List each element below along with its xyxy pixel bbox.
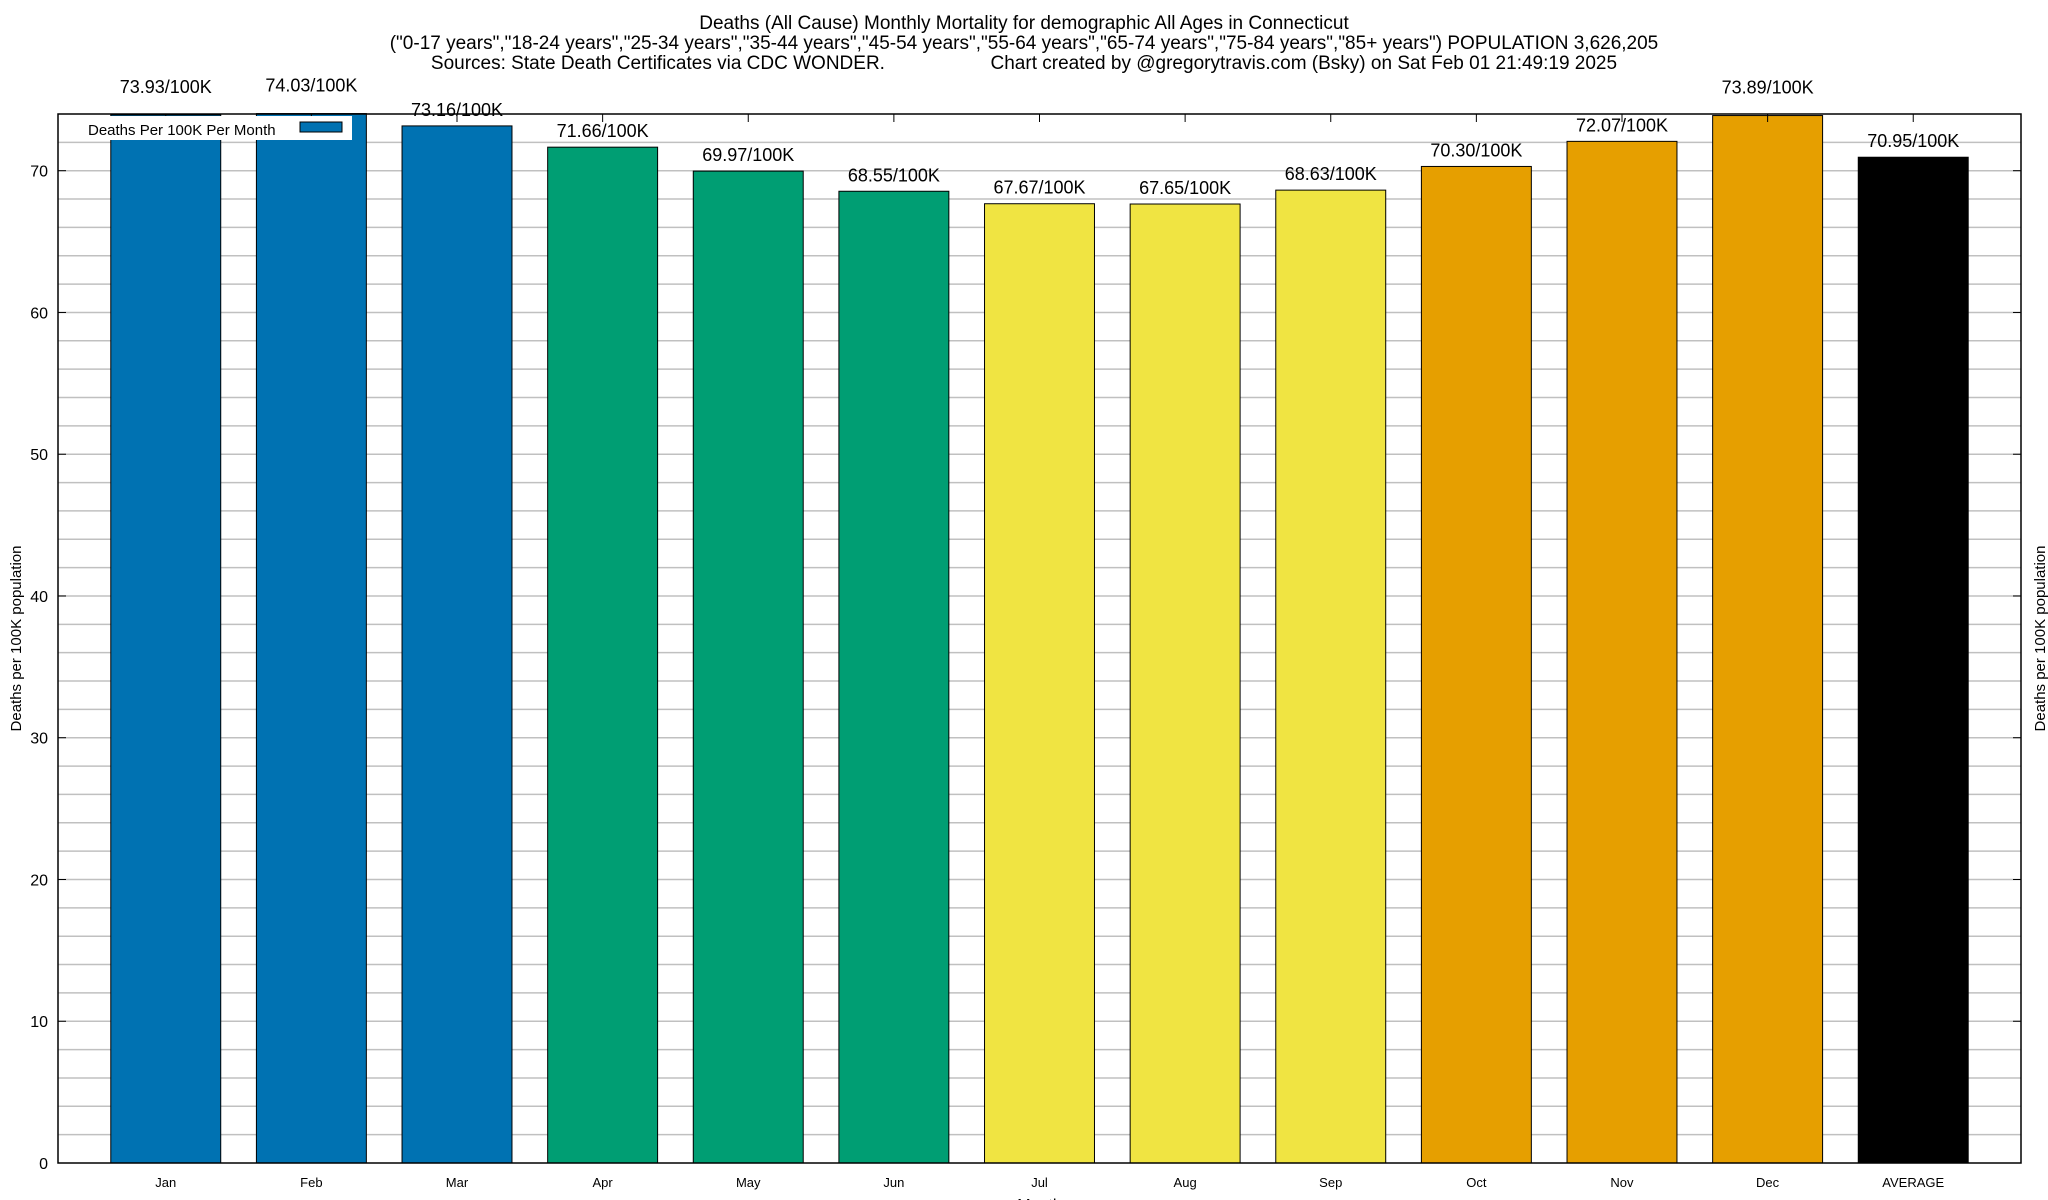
bar-mar [401, 125, 513, 1164]
x-axis-label: Month [1017, 1197, 1061, 1200]
legend-label: Deaths Per 100K Per Month [88, 122, 276, 139]
plot-frame [57, 113, 2022, 1164]
y-tick-label: 60 [30, 305, 48, 322]
x-tick-label: Feb [300, 1175, 322, 1190]
bar-jun [838, 190, 950, 1164]
x-tick-label: May [736, 1175, 761, 1190]
data-label: 73.93/100K [120, 77, 212, 97]
data-label: 67.67/100K [993, 178, 1085, 198]
data-label: 69.97/100K [702, 145, 794, 165]
chart-subtitle: ("0-17 years","18-24 years","25-34 years… [389, 33, 1659, 54]
bar-aug [1129, 203, 1241, 1164]
y-tick-label: 30 [30, 731, 48, 748]
bar-may [692, 170, 804, 1164]
bar-average [1857, 156, 1969, 1164]
x-tick-label: Oct [1466, 1175, 1487, 1190]
y-tick-label: 10 [30, 1014, 48, 1031]
data-label: 73.89/100K [1722, 78, 1814, 98]
bar-apr [547, 146, 659, 1164]
data-label: 74.03/100K [265, 76, 357, 96]
x-tick-label: Apr [593, 1175, 614, 1190]
y-tick-label: 70 [30, 164, 48, 181]
x-tick-label: Nov [1610, 1175, 1634, 1190]
data-label: 71.66/100K [557, 121, 649, 141]
x-tick-label: AVERAGE [1882, 1175, 1944, 1190]
chart-title: Deaths (All Cause) Monthly Mortality for… [699, 13, 1349, 34]
y-tick-label: 50 [30, 447, 48, 464]
source-right: Chart created by @gregorytravis.com (Bsk… [990, 53, 1618, 74]
bar-dec [1712, 115, 1824, 1164]
x-tick-label: Mar [446, 1175, 469, 1190]
data-label: 68.63/100K [1285, 164, 1377, 184]
bar-sep [1275, 189, 1387, 1164]
bar-nov [1566, 140, 1678, 1164]
bar-feb [255, 113, 367, 1164]
x-tick-label: Aug [1174, 1175, 1197, 1190]
y2-axis-label: Deaths per 100K population [2032, 546, 2048, 732]
bar-oct [1420, 165, 1532, 1164]
x-tick-label: Sep [1319, 1175, 1342, 1190]
x-tick-label: Jul [1031, 1175, 1048, 1190]
data-label: 73.16/100K [411, 100, 503, 120]
x-tick-label: Dec [1756, 1175, 1780, 1190]
x-tick-label: Jan [155, 1175, 176, 1190]
y-tick-label: 20 [30, 872, 48, 889]
chart-sources: Sources: State Death Certificates via CD… [0, 54, 2048, 74]
source-left: Sources: State Death Certificates via CD… [430, 53, 885, 74]
bar-jan [110, 114, 222, 1164]
data-label: 72.07/100K [1576, 115, 1668, 135]
y-axis-label: Deaths per 100K population [8, 546, 25, 732]
data-label: 67.65/100K [1139, 178, 1231, 198]
data-label: 70.30/100K [1430, 140, 1522, 160]
data-label: 70.95/100K [1867, 131, 1959, 151]
legend-swatch [299, 121, 343, 133]
bar-jul [984, 203, 1095, 1164]
y-tick-label: 40 [30, 589, 48, 606]
y-tick-label: 0 [39, 1156, 48, 1173]
data-label: 68.55/100K [848, 165, 940, 185]
x-tick-label: Jun [883, 1175, 904, 1190]
